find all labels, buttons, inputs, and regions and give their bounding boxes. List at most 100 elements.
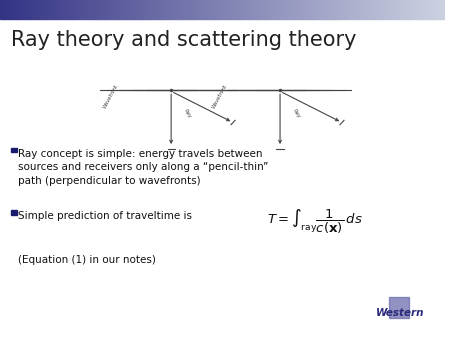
Bar bbox=[247, 0, 249, 19]
Bar bbox=[73, 0, 76, 19]
Bar bbox=[376, 0, 378, 19]
Text: (Equation (1) in our notes): (Equation (1) in our notes) bbox=[18, 255, 156, 265]
Bar bbox=[95, 0, 98, 19]
Text: Western: Western bbox=[376, 308, 424, 318]
Bar bbox=[180, 0, 182, 19]
Bar bbox=[271, 0, 274, 19]
Bar bbox=[289, 0, 291, 19]
Bar bbox=[18, 0, 20, 19]
Bar bbox=[102, 0, 104, 19]
Bar bbox=[405, 0, 407, 19]
Bar bbox=[67, 0, 69, 19]
Bar bbox=[162, 0, 165, 19]
Bar bbox=[244, 0, 247, 19]
Bar bbox=[109, 0, 111, 19]
Bar bbox=[287, 0, 289, 19]
Bar bbox=[122, 0, 125, 19]
Bar bbox=[422, 0, 424, 19]
Bar bbox=[129, 0, 131, 19]
Bar bbox=[402, 0, 405, 19]
Bar bbox=[414, 0, 416, 19]
Bar bbox=[440, 0, 442, 19]
Bar bbox=[24, 0, 27, 19]
Bar bbox=[98, 0, 100, 19]
Bar bbox=[411, 0, 414, 19]
Bar bbox=[320, 0, 322, 19]
Bar bbox=[302, 0, 305, 19]
Bar bbox=[296, 0, 298, 19]
Bar bbox=[278, 0, 280, 19]
Bar bbox=[204, 0, 207, 19]
Bar bbox=[20, 0, 22, 19]
Text: Ray: Ray bbox=[291, 108, 301, 119]
Bar bbox=[384, 0, 387, 19]
Bar bbox=[265, 0, 267, 19]
Bar bbox=[100, 0, 102, 19]
Bar bbox=[11, 0, 13, 19]
Bar bbox=[396, 0, 398, 19]
Bar bbox=[60, 0, 62, 19]
Bar bbox=[342, 0, 345, 19]
Bar bbox=[191, 0, 194, 19]
Bar bbox=[160, 0, 162, 19]
Bar bbox=[14, 0, 16, 19]
Bar bbox=[93, 0, 95, 19]
Bar bbox=[140, 0, 142, 19]
Bar bbox=[71, 0, 73, 19]
Bar bbox=[166, 0, 169, 19]
Bar bbox=[144, 0, 147, 19]
Bar bbox=[116, 0, 118, 19]
Text: Simple prediction of traveltime is: Simple prediction of traveltime is bbox=[18, 211, 192, 221]
Bar bbox=[64, 0, 67, 19]
Bar bbox=[40, 0, 42, 19]
Bar bbox=[336, 0, 338, 19]
Bar bbox=[369, 0, 371, 19]
Bar bbox=[307, 0, 309, 19]
Bar bbox=[331, 0, 333, 19]
Bar bbox=[313, 0, 315, 19]
Bar bbox=[253, 0, 256, 19]
Bar bbox=[38, 0, 40, 19]
Bar bbox=[133, 0, 135, 19]
Bar bbox=[242, 0, 244, 19]
Bar bbox=[9, 0, 11, 19]
Bar bbox=[125, 0, 127, 19]
Bar bbox=[364, 0, 367, 19]
Bar bbox=[267, 0, 269, 19]
Bar bbox=[327, 0, 329, 19]
Bar bbox=[7, 0, 9, 19]
Bar bbox=[16, 0, 18, 19]
Bar bbox=[291, 0, 293, 19]
Bar bbox=[113, 0, 116, 19]
Bar bbox=[347, 0, 349, 19]
Bar bbox=[222, 0, 225, 19]
Bar bbox=[29, 0, 31, 19]
Bar bbox=[82, 0, 85, 19]
Bar bbox=[107, 0, 109, 19]
Bar bbox=[198, 0, 200, 19]
Bar bbox=[31, 0, 33, 19]
Bar bbox=[62, 0, 64, 19]
Bar bbox=[47, 0, 49, 19]
Bar bbox=[340, 0, 342, 19]
Bar bbox=[371, 0, 374, 19]
Bar bbox=[378, 0, 380, 19]
Bar bbox=[398, 0, 400, 19]
Bar bbox=[240, 0, 242, 19]
Bar bbox=[220, 0, 222, 19]
Bar bbox=[322, 0, 324, 19]
Bar bbox=[54, 0, 55, 19]
Bar bbox=[293, 0, 296, 19]
Bar bbox=[274, 0, 275, 19]
Bar bbox=[111, 0, 113, 19]
Bar bbox=[120, 0, 122, 19]
Bar bbox=[353, 0, 356, 19]
Bar bbox=[158, 0, 160, 19]
Bar bbox=[427, 0, 429, 19]
Bar bbox=[409, 0, 411, 19]
Bar bbox=[282, 0, 284, 19]
Text: Ray concept is simple: energy travels between
sources and receivers only along a: Ray concept is simple: energy travels be… bbox=[18, 149, 268, 186]
Bar bbox=[238, 0, 240, 19]
Bar bbox=[55, 0, 58, 19]
Bar bbox=[135, 0, 138, 19]
